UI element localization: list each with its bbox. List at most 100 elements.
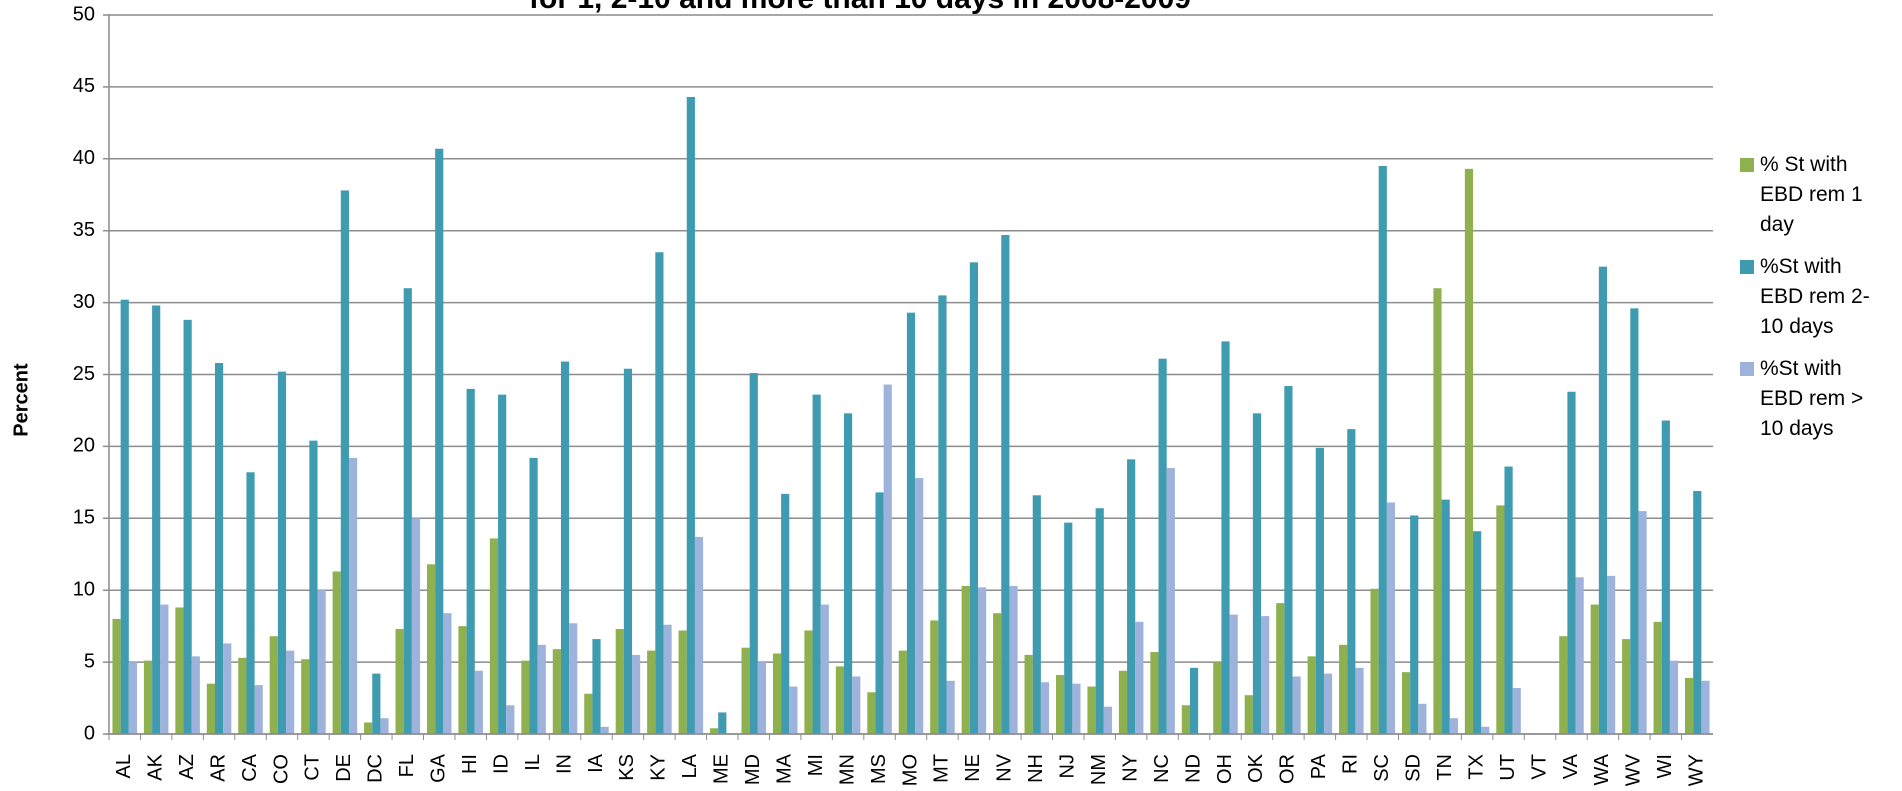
bar	[718, 712, 727, 734]
bar	[152, 305, 161, 734]
bar	[993, 613, 1002, 734]
x-tick-label: WY	[1686, 754, 1708, 786]
x-tick-label: NJ	[1057, 754, 1079, 778]
x-tick-label: MA	[773, 753, 795, 784]
bar	[1221, 341, 1230, 734]
bar	[372, 673, 381, 734]
bar	[426, 564, 436, 734]
legend-label: %St with EBD rem 2-10 days	[1760, 255, 1870, 338]
bar	[1276, 603, 1285, 734]
bar	[1229, 614, 1238, 734]
bar	[143, 660, 153, 734]
bar	[883, 384, 892, 734]
legend-swatch	[1740, 158, 1754, 172]
bar	[1559, 636, 1568, 734]
x-tick-label: CO	[270, 754, 292, 784]
bar	[1009, 585, 1018, 734]
bar	[1701, 680, 1710, 734]
bar	[1693, 490, 1702, 734]
bar	[1339, 644, 1348, 734]
legend-swatch	[1740, 362, 1754, 376]
bar	[1433, 288, 1442, 734]
x-tick-label: AR	[207, 754, 229, 782]
bar	[977, 587, 987, 734]
x-tick-label: DC	[365, 754, 387, 783]
bar	[1567, 391, 1576, 734]
bar	[1661, 420, 1670, 734]
bar	[1252, 413, 1262, 734]
bar	[898, 650, 907, 734]
bar	[206, 683, 215, 734]
bar	[1669, 660, 1679, 734]
bar	[1095, 508, 1104, 734]
bar	[1512, 687, 1521, 734]
bar	[1370, 588, 1379, 734]
y-tick-label: 0	[84, 722, 95, 744]
bar	[1386, 502, 1396, 734]
bar	[1213, 662, 1222, 734]
bar	[537, 644, 546, 734]
bar	[1355, 667, 1364, 734]
bar	[435, 148, 444, 734]
bar	[686, 96, 695, 734]
bar	[332, 571, 341, 734]
x-tick-label: ME	[711, 754, 733, 784]
bar	[364, 722, 373, 734]
bar	[1378, 165, 1387, 735]
bar	[820, 604, 829, 734]
bar	[238, 657, 247, 734]
bar	[1653, 621, 1662, 734]
bar	[552, 649, 561, 734]
bar	[183, 319, 192, 734]
x-tick-label: SC	[1371, 754, 1393, 782]
bar	[930, 620, 939, 734]
x-tick-label: WV	[1623, 753, 1645, 786]
y-tick-label: 25	[73, 363, 95, 385]
x-tick-label: ID	[490, 754, 512, 774]
bar	[592, 639, 601, 734]
bar	[128, 662, 137, 734]
bar	[852, 676, 861, 734]
bar	[1481, 726, 1490, 734]
x-tick-label: MO	[899, 754, 921, 786]
bar	[710, 728, 719, 734]
bar	[1590, 604, 1599, 734]
y-tick-label: 45	[73, 75, 95, 97]
y-tick-label: 40	[73, 147, 95, 169]
chart-title: for 1, 2-10 and more than 10 days in 200…	[529, 0, 1191, 15]
y-tick-label: 20	[73, 435, 95, 457]
x-tick-label: SD	[1402, 754, 1424, 782]
bar	[694, 536, 704, 734]
legend-swatch	[1740, 260, 1754, 274]
bar	[1441, 499, 1450, 734]
bar	[1504, 466, 1513, 734]
bar	[1347, 429, 1356, 734]
x-tick-label: LA	[679, 753, 701, 778]
x-tick-label: AZ	[176, 754, 198, 780]
x-tick-label: OR	[1277, 754, 1299, 784]
bar	[1244, 695, 1253, 734]
x-tick-label: AK	[144, 753, 166, 780]
x-tick-label: NM	[1088, 754, 1110, 785]
legend-item: % St with EBD rem 1 day	[1740, 150, 1890, 240]
x-tick-label: TN	[1434, 754, 1456, 781]
bar	[286, 650, 295, 734]
bar	[969, 262, 978, 734]
bar	[1401, 672, 1411, 734]
bar	[223, 643, 232, 734]
bar	[812, 394, 821, 734]
x-tick-label: WI	[1654, 754, 1676, 778]
bar	[915, 478, 924, 734]
x-tick-label: IA	[585, 753, 607, 773]
bar	[317, 590, 326, 734]
x-tick-label: NE	[962, 754, 984, 782]
x-tick-label: IL	[522, 754, 544, 771]
bar	[120, 299, 129, 734]
bar	[521, 660, 530, 734]
x-tick-label: IN	[553, 754, 575, 774]
bar	[1150, 652, 1159, 734]
bar	[1087, 686, 1096, 734]
y-tick-label: 50	[73, 3, 95, 25]
